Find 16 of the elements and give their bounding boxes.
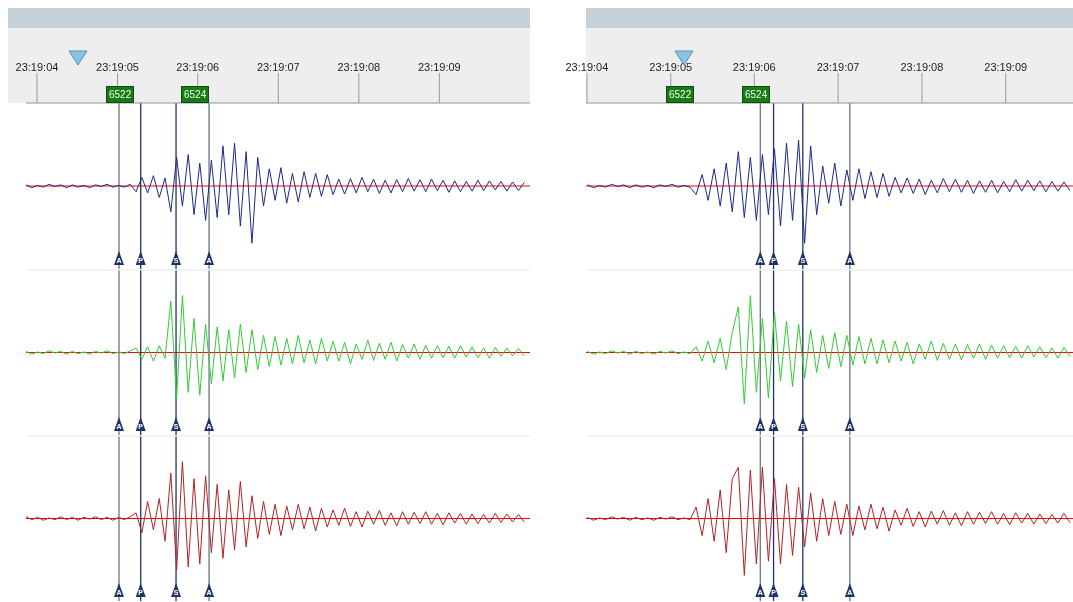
text: 6522 <box>666 86 695 103</box>
text: 6524 <box>742 86 771 103</box>
x-tick-label: 23:19:05 <box>96 61 139 73</box>
text: 6522 <box>106 86 135 103</box>
x-tick-label: 23:19:06 <box>176 61 220 73</box>
x-tick-label: 23:19:05 <box>649 61 693 73</box>
x-tick-label: 23:19:08 <box>900 61 944 73</box>
x-tick-label: 23:19:04 <box>565 61 609 73</box>
x-tick-label: 23:19:09 <box>417 61 461 73</box>
x-tick-label: 23:19:06 <box>732 61 776 73</box>
text: 6524 <box>181 86 210 103</box>
x-tick-label: 23:19:08 <box>337 61 381 73</box>
x-tick-label: 23:19:04 <box>15 61 59 73</box>
x-tick-label: 23:19:09 <box>984 61 1028 73</box>
x-tick-label: 23:19:07 <box>256 61 300 73</box>
x-tick-label: 23:19:07 <box>816 61 860 73</box>
